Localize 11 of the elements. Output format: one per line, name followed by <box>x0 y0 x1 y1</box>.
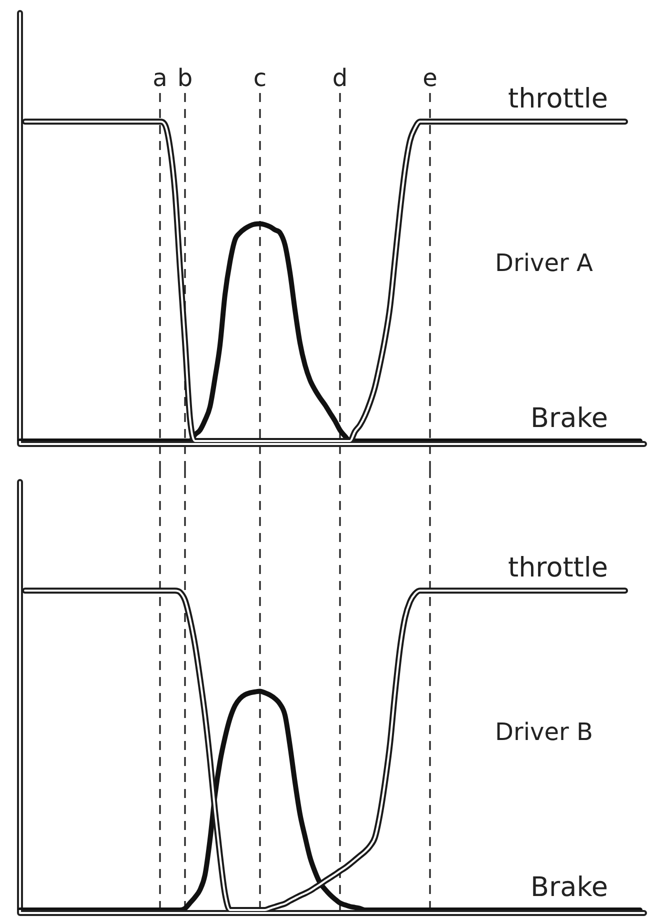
text: a <box>152 64 168 92</box>
text: b <box>177 64 193 92</box>
text: Driver B <box>495 718 593 746</box>
text: d <box>332 64 348 92</box>
text: e <box>422 64 438 92</box>
text: Driver A <box>495 249 594 278</box>
series-label: Brake <box>530 872 608 903</box>
series-label: Brake <box>530 403 608 434</box>
text: c <box>253 64 267 92</box>
series-label: throttle <box>508 552 608 584</box>
series-label: throttle <box>508 84 608 115</box>
